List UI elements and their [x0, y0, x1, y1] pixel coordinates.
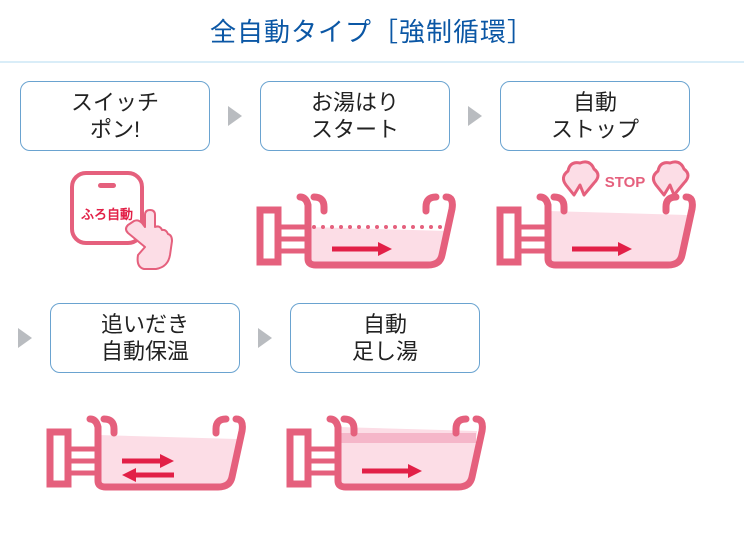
step-box-4: 追いだき 自動保温	[50, 303, 240, 373]
step-line: お湯はり	[311, 89, 399, 117]
svg-text:STOP: STOP	[605, 174, 646, 191]
step-cell-2: お湯はり スタート	[250, 81, 460, 285]
step-line: 足し湯	[352, 338, 418, 366]
page-title: 全自動タイプ［強制循環］	[210, 17, 534, 47]
step-line: ストップ	[551, 116, 639, 144]
title-bar: 全自動タイプ［強制循環］	[0, 0, 744, 61]
step-box-3: 自動 ストップ	[500, 81, 690, 151]
step-line: スタート	[311, 116, 399, 144]
step-box-2: お湯はり スタート	[260, 81, 450, 151]
illustration-auto-stop: STOP	[490, 155, 700, 285]
flow-arrow	[10, 303, 40, 373]
step-line: スイッチ	[71, 89, 159, 117]
step-line: 追いだき	[101, 311, 189, 339]
separator	[0, 61, 744, 63]
button-label: ふろ自動	[81, 207, 133, 222]
step-line: 自動	[363, 311, 407, 339]
flow-grid: スイッチ ポン! ふろ自動 お湯はり スタート	[0, 81, 744, 507]
step-line: 自動保温	[101, 338, 189, 366]
flow-arrow	[460, 81, 490, 151]
step-cell-3: 自動 ストップ STOP	[490, 81, 700, 285]
step-cell-4: 追いだき 自動保温	[40, 303, 250, 507]
step-box-5: 自動 足し湯	[290, 303, 480, 373]
illustration-fill-start	[250, 155, 460, 285]
step-cell-5: 自動 足し湯	[280, 303, 490, 507]
flow-arrow	[250, 303, 280, 373]
illustration-topup	[280, 377, 490, 507]
step-line: ポン!	[90, 116, 140, 144]
flow-arrow	[220, 81, 250, 151]
step-line: 自動	[573, 89, 617, 117]
step-cell-1: スイッチ ポン! ふろ自動	[10, 81, 220, 285]
illustration-switch: ふろ自動	[10, 155, 220, 285]
illustration-reheat	[40, 377, 250, 507]
step-box-1: スイッチ ポン!	[20, 81, 210, 151]
